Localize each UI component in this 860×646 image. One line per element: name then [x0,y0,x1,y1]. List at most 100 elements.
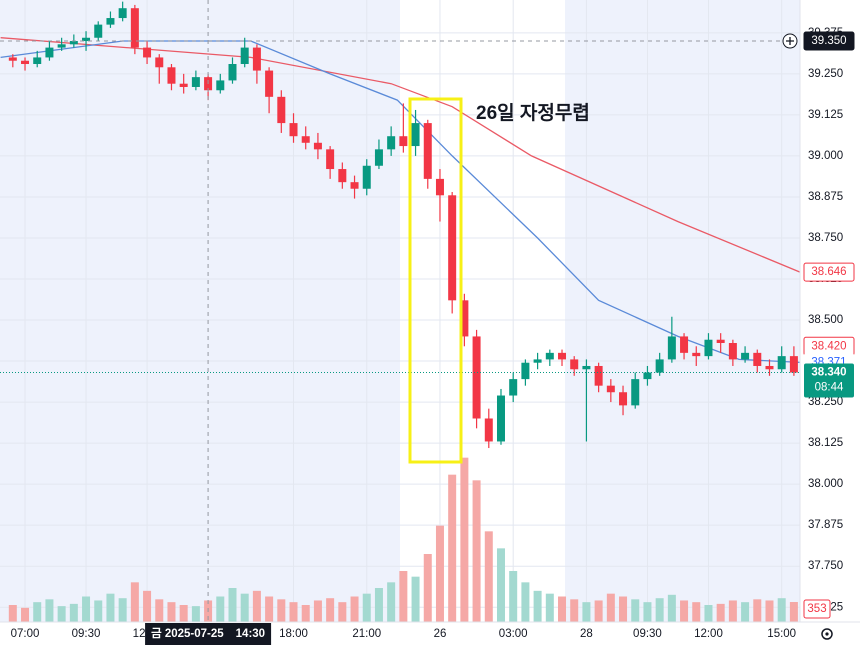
volume-label-box [803,599,831,619]
annotation-box [408,97,463,464]
volume-bar [619,596,628,622]
candle-body [619,392,628,406]
volume-bar [216,596,225,622]
volume-bar [545,593,554,622]
volume-bar [33,602,42,622]
y-tick-label: 38.000 [808,478,843,490]
volume-bar [45,599,54,622]
volume-bar [21,607,30,622]
volume-bar [448,474,457,622]
volume-bar [423,554,432,622]
y-tick-label: 38.875 [808,191,843,203]
volume-bar [143,590,152,622]
crosshair-date: 금 2025-07-25 [151,627,224,640]
candle-body [167,67,176,84]
volume-bar [521,582,530,622]
candle-body [240,47,249,65]
session-shade [565,0,800,622]
crosshair-time-box [145,623,272,645]
candle-body [484,418,493,442]
volume-bar [130,582,139,622]
volume-bar [692,602,701,622]
candle-body [423,123,432,179]
candle-body [509,379,518,396]
price-label: 38.646 [811,266,846,278]
candle-body [118,8,127,19]
volume-bar [655,598,664,622]
volume-bar [716,603,725,622]
volume-bar [496,548,505,622]
candle-body [33,57,42,65]
candle-body [313,142,322,150]
candle-body [753,352,762,366]
time-axis [0,622,860,646]
candle-body [692,352,701,357]
y-tick-label: 39.250 [808,68,843,80]
candle-body [704,339,713,357]
volume-label: 353 [807,603,826,615]
candle-body [82,37,91,42]
candle-body [582,365,591,370]
volume-bar [326,598,335,622]
candle-body [301,136,310,143]
y-tick-label: 37.750 [808,560,843,572]
volume-bar [777,598,786,622]
x-tick-label: 03:00 [499,628,528,640]
candle-body [667,336,676,360]
volume-bar [570,599,579,622]
volume-bar [411,576,420,622]
volume-bar [606,593,615,622]
volume-bar [191,606,200,622]
candle-body [448,195,457,301]
volume-bar [582,602,591,622]
gear[interactable] [821,628,833,640]
settings-icon[interactable] [821,628,833,640]
candle-layer [8,1,798,449]
volume-bar [765,600,774,622]
candle-body [338,169,347,183]
x-tick-label: 15:00 [767,628,796,640]
gear-center [825,632,829,636]
candle-body [216,80,225,91]
volume-bar [741,602,750,622]
x-tick-label: 09:30 [633,628,662,640]
candle-body [130,8,139,48]
volume-bar [82,596,91,622]
candle-body [435,178,444,196]
candle-body [460,300,469,337]
candle-body [716,339,725,344]
volume-bar [69,603,78,622]
x-tick-label: 26 [434,628,447,640]
volume-bar [435,525,444,622]
x-tick-label: 12:00 [694,628,723,640]
annotation: 26일 자정무렵 [476,102,590,124]
volume-bar [472,480,481,622]
volume-bar [643,602,652,622]
volume-bar [753,599,762,622]
volume-bar [289,602,298,622]
price-label-box [803,31,855,51]
candle-body [741,352,750,360]
candle-body [265,70,274,97]
y-tick-label: 39.125 [808,109,843,121]
candle-body [606,385,615,393]
volume-bar [460,457,469,622]
candle-body [777,356,786,370]
candle-body [655,359,664,373]
y-tick-label: 38.250 [808,396,843,408]
volume-bar [155,599,164,622]
candle-body [277,96,286,124]
volume-bar [240,593,249,622]
candle-body [289,123,298,137]
volume-bar [509,571,518,622]
volume-bar [228,588,237,622]
volume-bar [252,590,261,622]
y-tick-label: 39.000 [808,150,843,162]
volume-bar [594,600,603,622]
ma-line [0,37,801,273]
candle-body [570,359,579,370]
x-tick-label: 09:30 [72,628,101,640]
candle-body [411,123,420,147]
